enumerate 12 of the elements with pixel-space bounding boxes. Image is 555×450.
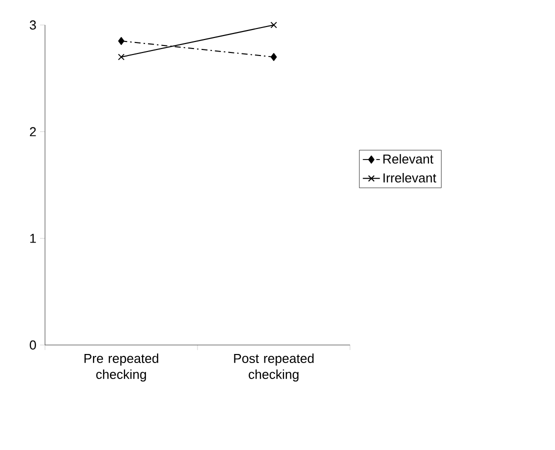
legend-label: Irrelevant (384, 172, 436, 182)
y-tick-label: 0 (30, 340, 36, 350)
y-tick-label: 2 (30, 127, 36, 136)
x-tick-label: Pre repeated checking (84, 354, 158, 382)
x-tick-label: Post repeated checking (234, 354, 314, 382)
y-tick-label: 3 (30, 20, 36, 30)
point (118, 37, 124, 45)
point (270, 53, 277, 61)
point (118, 54, 125, 60)
legend-label: Relevant (383, 154, 434, 164)
point (270, 22, 278, 28)
y-tick-label: 1 (30, 234, 36, 243)
